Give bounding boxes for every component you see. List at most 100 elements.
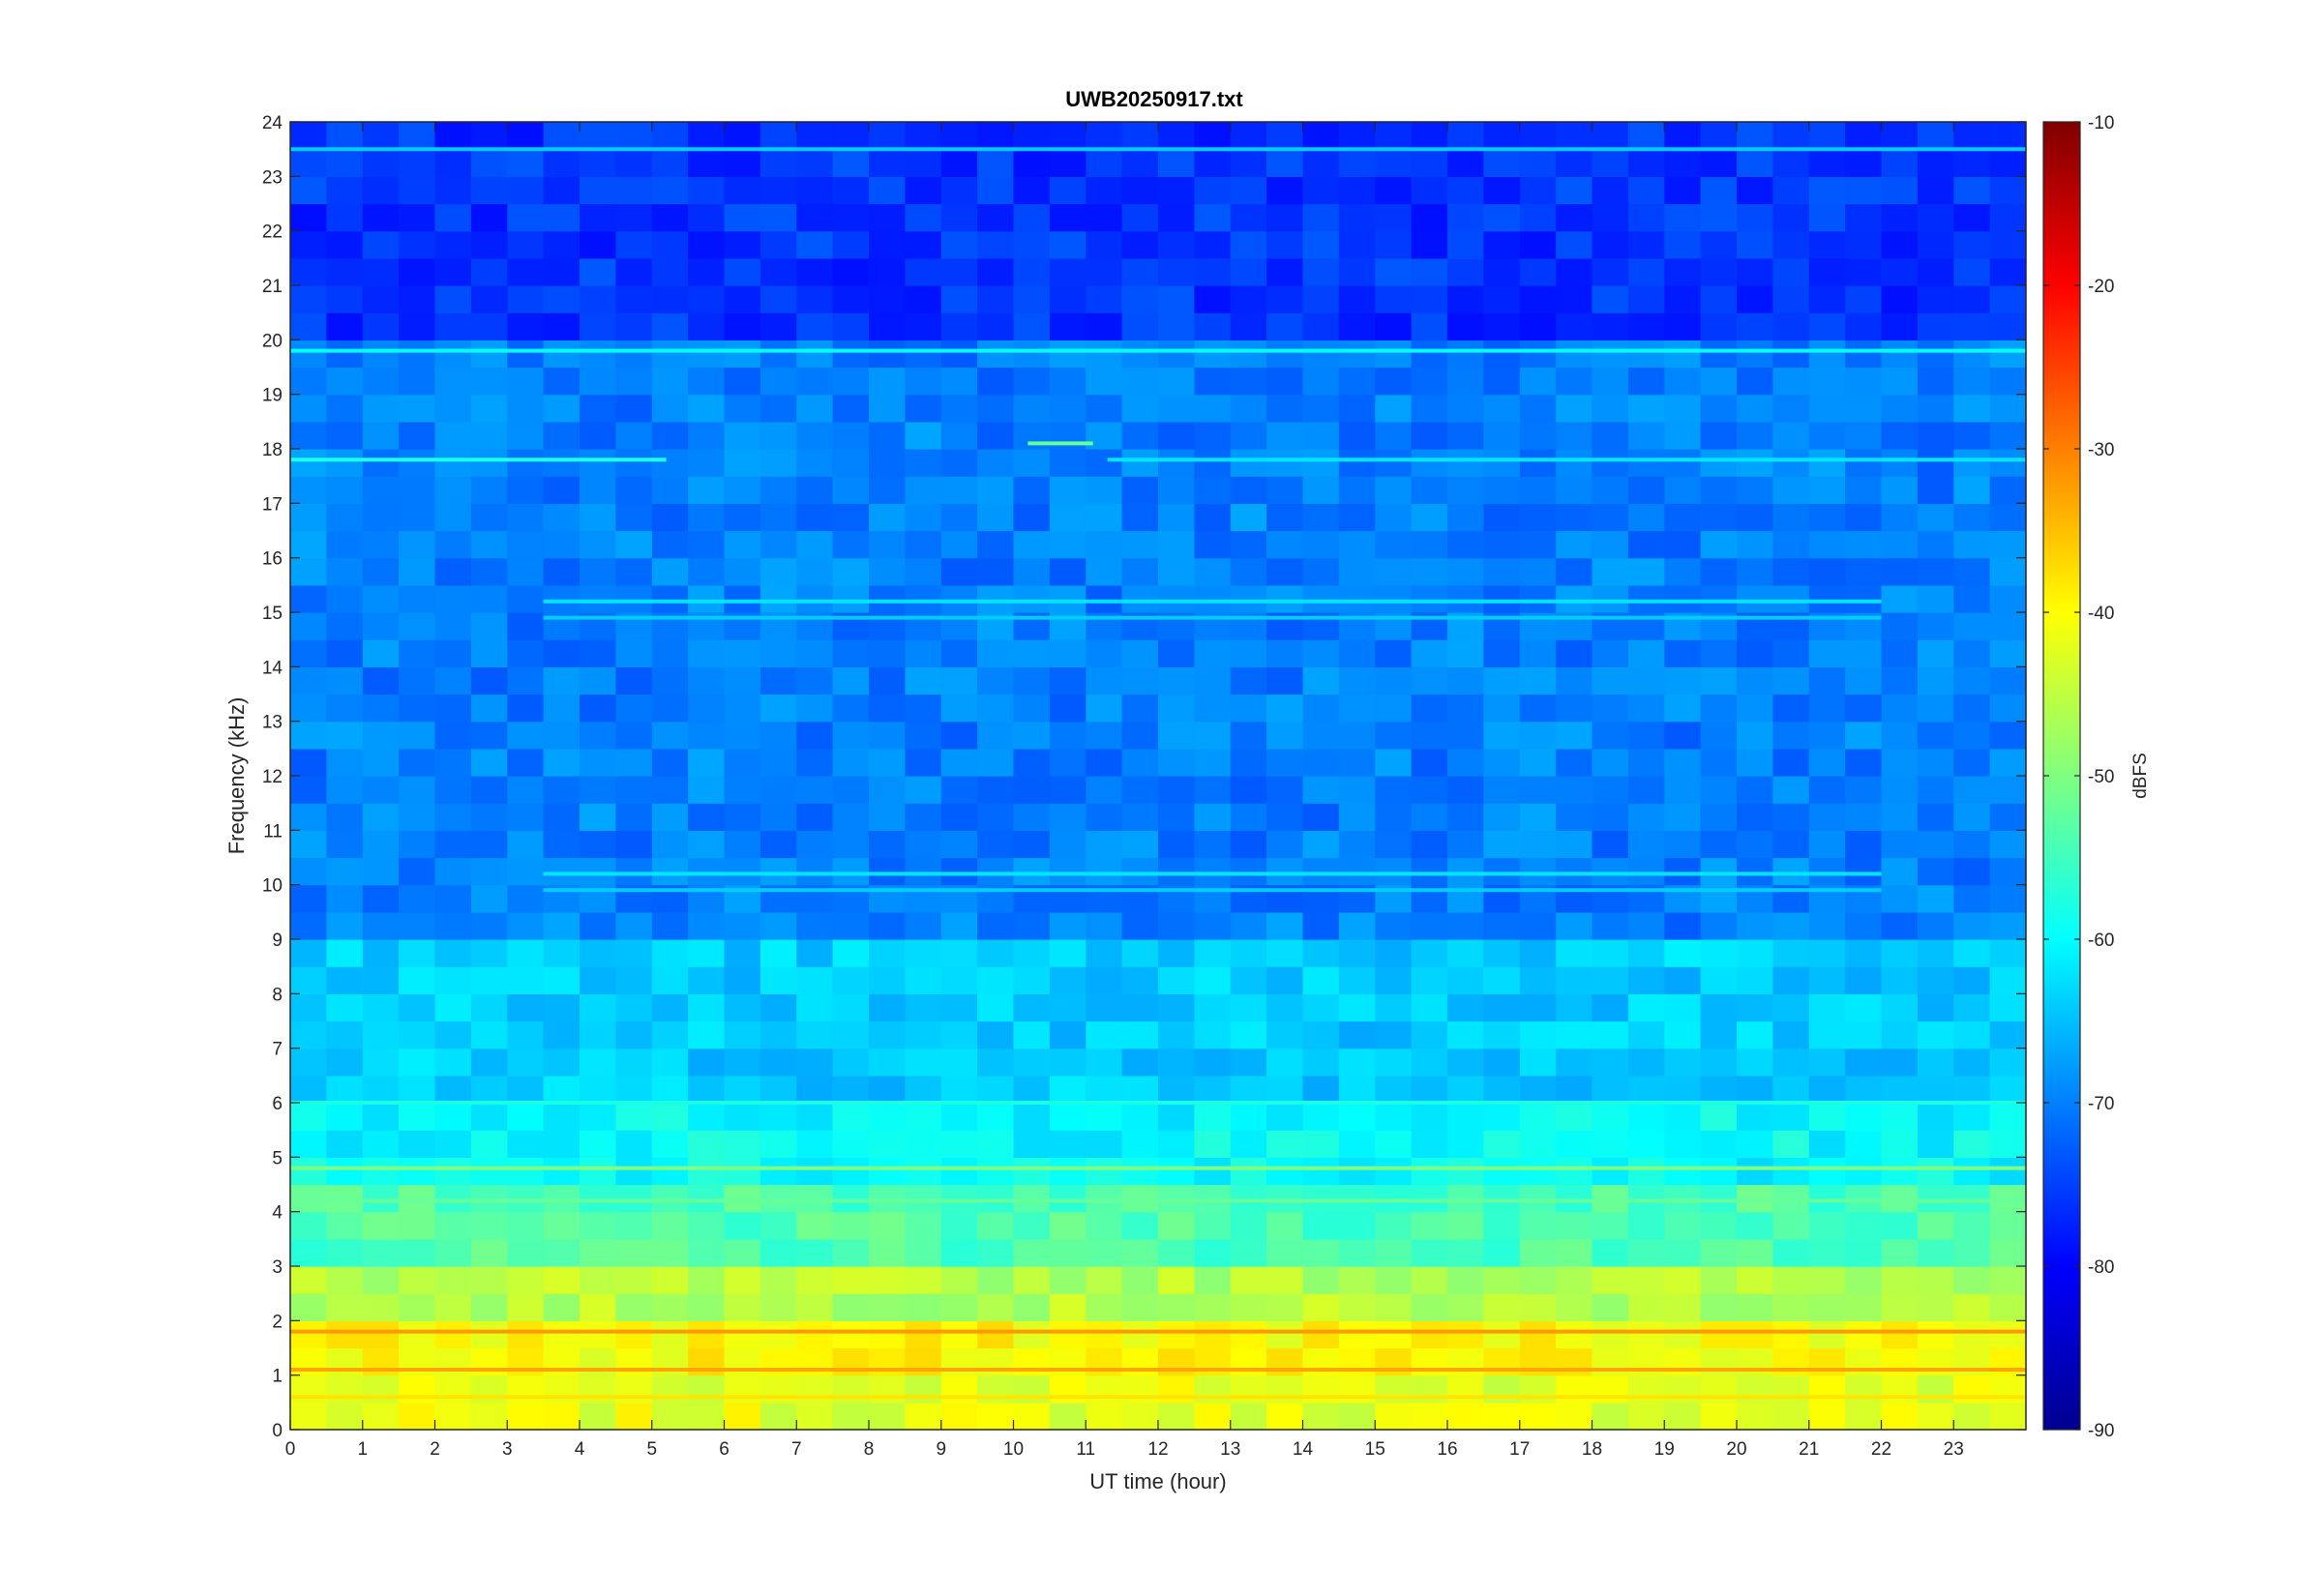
heatmap-cell xyxy=(290,1238,327,1267)
heatmap-cell xyxy=(1917,421,1954,450)
heatmap-cell xyxy=(1086,639,1123,667)
heatmap-cell xyxy=(1664,1293,1702,1321)
heatmap-cell xyxy=(470,584,508,613)
heatmap-cell xyxy=(1953,721,1991,750)
heatmap-cell xyxy=(1049,666,1087,695)
y-tick-label: 9 xyxy=(272,931,283,951)
heatmap-cell xyxy=(1230,1320,1267,1349)
heatmap-cell xyxy=(1989,721,2026,750)
heatmap-cell xyxy=(290,176,327,205)
heatmap-cell xyxy=(290,639,327,667)
heatmap-cell xyxy=(1953,966,1991,994)
y-tick-label: 11 xyxy=(263,821,283,842)
heatmap-cell xyxy=(1302,776,1340,804)
heatmap-cell xyxy=(832,639,870,667)
heatmap-cell xyxy=(507,1157,545,1186)
heatmap-cell xyxy=(1592,1075,1629,1104)
heatmap-cell xyxy=(1592,1103,1629,1131)
heatmap-cell xyxy=(580,776,616,804)
heatmap-cell xyxy=(1121,122,1159,150)
heatmap-cell xyxy=(1519,1020,1557,1049)
heatmap-cell xyxy=(1158,1075,1195,1104)
heatmap-cell xyxy=(580,1184,616,1213)
heatmap-cell xyxy=(1447,1238,1484,1267)
heatmap-cell xyxy=(326,748,364,777)
heatmap-cell xyxy=(543,803,580,831)
heatmap-cell xyxy=(1989,776,2026,804)
heatmap-cell xyxy=(362,666,400,695)
heatmap-cell xyxy=(1302,230,1340,259)
heatmap-cell xyxy=(1953,612,1991,640)
heatmap-cell xyxy=(434,530,472,559)
heatmap-cell xyxy=(1121,449,1159,477)
heatmap-cell xyxy=(1375,312,1413,340)
heatmap-cell xyxy=(1808,449,1846,477)
heatmap-cell xyxy=(1086,340,1123,369)
heatmap-cell xyxy=(940,1266,978,1294)
heatmap-cell xyxy=(759,748,797,777)
x-tick-label: 12 xyxy=(1147,1439,1168,1460)
heatmap-cell xyxy=(1700,530,1738,559)
heatmap-cell xyxy=(940,503,978,532)
heatmap-cell xyxy=(615,993,653,1022)
heatmap-cell xyxy=(434,203,472,232)
heatmap-cell xyxy=(1592,203,1629,232)
heatmap-cell xyxy=(1411,203,1448,232)
heatmap-cell xyxy=(543,1130,580,1158)
heatmap-cell xyxy=(1700,394,1738,423)
heatmap-cell xyxy=(326,1320,364,1349)
heatmap-cell xyxy=(1881,884,1919,913)
heatmap-cell xyxy=(1447,421,1484,450)
heatmap-cell xyxy=(1158,257,1195,286)
heatmap-cell xyxy=(1158,203,1195,232)
heatmap-cell xyxy=(543,1103,580,1131)
heatmap-cell xyxy=(1158,1130,1195,1158)
heatmap-cell xyxy=(1194,1048,1232,1077)
heatmap-cell xyxy=(1447,340,1484,369)
heatmap-cell xyxy=(580,1130,616,1158)
heatmap-cell xyxy=(1338,857,1376,886)
x-tick-label: 0 xyxy=(285,1439,296,1460)
heatmap-cell xyxy=(1627,639,1665,667)
heatmap-cell xyxy=(1230,530,1267,559)
heatmap-cell xyxy=(1230,149,1267,177)
heatmap-cell xyxy=(1158,721,1195,750)
heatmap-cell xyxy=(688,449,726,477)
heatmap-cell xyxy=(326,503,364,532)
heatmap-cell xyxy=(1700,1238,1738,1267)
heatmap-cell xyxy=(1881,176,1919,205)
heatmap-cell xyxy=(869,830,906,859)
heatmap-cell xyxy=(1881,476,1919,504)
heatmap-cell xyxy=(1049,367,1087,396)
heatmap-cell xyxy=(580,694,616,723)
heatmap-cell xyxy=(977,1075,1015,1104)
heatmap-cell xyxy=(1049,203,1087,232)
heatmap-cell xyxy=(1375,639,1413,667)
heatmap-cell xyxy=(470,803,508,831)
heatmap-cell xyxy=(362,1293,400,1321)
heatmap-cell xyxy=(651,939,689,967)
heatmap-cell xyxy=(1447,476,1484,504)
heatmap-cell xyxy=(1772,1157,1810,1186)
heatmap-cell xyxy=(543,1320,580,1349)
y-tick-label: 6 xyxy=(272,1094,283,1114)
heatmap-cell xyxy=(832,776,870,804)
heatmap-cell xyxy=(399,1266,436,1294)
heatmap-cell xyxy=(1808,394,1846,423)
heatmap-cell xyxy=(399,449,436,477)
heatmap-cell xyxy=(796,449,834,477)
heatmap-cell xyxy=(759,176,797,205)
heatmap-cell xyxy=(1230,1238,1267,1267)
heatmap-cell xyxy=(1194,966,1232,994)
heatmap-cell xyxy=(326,1130,364,1158)
heatmap-cell xyxy=(434,776,472,804)
heatmap-cell xyxy=(1917,748,1954,777)
heatmap-cell xyxy=(1049,476,1087,504)
heatmap-cell xyxy=(434,1157,472,1186)
heatmap-cell xyxy=(1845,503,1883,532)
heatmap-cell xyxy=(1700,367,1738,396)
heatmap-cell xyxy=(507,1266,545,1294)
heatmap-cell xyxy=(470,1075,508,1104)
heatmap-cell xyxy=(1375,1211,1413,1240)
heatmap-cell xyxy=(832,557,870,586)
